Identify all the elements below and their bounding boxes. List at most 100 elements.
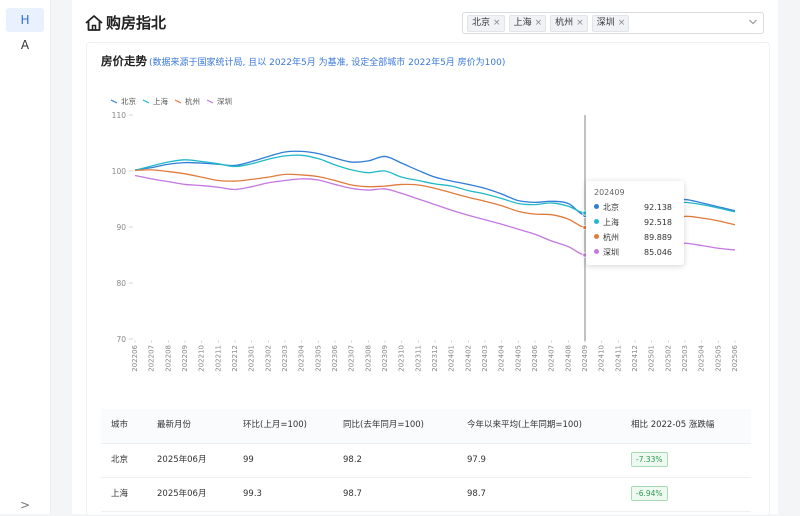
x-tick-label: 202404 — [498, 344, 506, 371]
card-title: 房价走势 — [101, 54, 147, 68]
main-panel: 购房指北 北京 × 上海 × 杭州 × 深圳 × 房价走势 (数据来源于国家统计局, 且… — [72, 0, 778, 516]
y-tick-label: 80 — [116, 279, 126, 288]
table-row: 上海 2025年06月 99.3 98.7 98.7 -6.94% — [101, 478, 751, 512]
legend-entry: 上海 — [153, 96, 168, 106]
city-tag-label: 深圳 — [596, 18, 615, 28]
city-tag-label: 杭州 — [555, 18, 574, 28]
close-icon[interactable]: × — [576, 18, 584, 28]
x-tick-label: 202309 — [381, 345, 389, 372]
x-tick-label: 202209 — [181, 345, 189, 372]
tooltip-city: 北京 — [603, 203, 619, 212]
x-tick-label: 202501 — [648, 345, 656, 372]
legend-entry: 北京 — [121, 96, 136, 106]
chevron-down-icon[interactable] — [748, 15, 758, 29]
price-trend-chart[interactable]: 70 80 90 100 110 202206 202207 202208 202209 2022… — [87, 87, 767, 377]
legend-marker — [174, 99, 182, 104]
close-icon[interactable]: × — [617, 18, 626, 28]
tooltip-value: 85.046 — [644, 248, 672, 257]
column-header: 相比 2022-05 涨跌幅 — [631, 420, 715, 430]
column-header: 同比(去年同月=100) — [343, 420, 424, 430]
table-cell: 99 — [243, 455, 254, 465]
city-tag[interactable]: 深圳 × — [591, 15, 630, 32]
city-tag-label: 上海 — [513, 18, 532, 28]
sidebar-item-h[interactable]: H — [6, 8, 44, 32]
city-tag[interactable]: 杭州 × — [550, 15, 588, 32]
x-tick-label: 202401 — [448, 345, 456, 372]
x-tick-label: 202304 — [298, 344, 306, 371]
city-tag-label: 北京 — [472, 18, 491, 28]
y-tick-label: 90 — [116, 223, 126, 232]
y-tick-label: 110 — [112, 111, 127, 120]
city-tag[interactable]: 北京 × — [467, 15, 505, 32]
table-cell: 98.7 — [467, 489, 486, 499]
x-tick-label: 202503 — [681, 345, 689, 372]
series-dot — [594, 234, 599, 239]
change-badge: -7.33% — [631, 452, 668, 467]
tooltip-city: 深圳 — [603, 248, 619, 257]
legend-marker — [110, 99, 118, 104]
tooltip-row: 深圳 85.046 — [594, 247, 678, 259]
column-header: 城市 — [111, 420, 129, 430]
x-tick-label: 202210 — [198, 345, 206, 372]
price-trend-card: 房价走势 (数据来源于国家统计局, 且以 2022年5月 为基准, 设定全部城市… — [86, 42, 770, 516]
x-tick-label: 202412 — [631, 345, 639, 372]
x-tick-label: 202206 — [131, 344, 139, 371]
x-tick-label: 202406 — [531, 344, 539, 371]
x-tick-label: 202207 — [148, 345, 156, 372]
tooltip-city: 杭州 — [603, 233, 619, 242]
sidebar-collapse-button[interactable]: > — [19, 498, 31, 512]
legend-marker — [142, 99, 150, 104]
x-tick-label: 202310 — [398, 345, 406, 372]
y-tick-label: 100 — [112, 167, 127, 176]
close-icon[interactable]: × — [493, 18, 501, 28]
series-dot — [594, 204, 599, 209]
table-cell: -7.33% — [631, 444, 668, 477]
x-tick-label: 202302 — [264, 345, 272, 372]
x-tick-label: 202407 — [548, 345, 556, 372]
x-tick-label: 202301 — [248, 345, 256, 372]
chart-tooltip: 202409 北京 92.138 上海 92.518 杭州 89.889 深圳 85.0… — [586, 181, 684, 265]
tooltip-period: 202409 — [594, 188, 625, 197]
x-tick-label: 202506 — [731, 344, 739, 371]
x-tick-label: 202208 — [164, 345, 172, 372]
x-tick-label: 202306 — [331, 344, 339, 371]
series-dot — [594, 249, 599, 254]
x-tick-label: 202212 — [231, 345, 239, 372]
column-header: 今年以来平均(上年同期=100) — [467, 420, 582, 430]
x-tick-label: 202305 — [314, 345, 322, 372]
legend-entry: 杭州 — [185, 96, 200, 106]
x-tick-label: 202408 — [564, 345, 572, 372]
x-tick-label: 202411 — [614, 345, 622, 372]
tooltip-city: 上海 — [603, 218, 619, 227]
tooltip-value: 92.518 — [644, 218, 672, 227]
x-tick-label: 202505 — [714, 345, 722, 372]
y-tick-label: 70 — [116, 335, 126, 344]
x-tick-label: 202410 — [598, 345, 606, 372]
city-tag[interactable]: 上海 × — [508, 15, 547, 32]
tooltip-row: 北京 92.138 — [594, 202, 678, 214]
stats-table: 城市 最新月份 环比(上月=100) 同比(去年同月=100) 今年以来平均(上… — [101, 409, 751, 512]
tooltip-value: 89.889 — [644, 233, 672, 242]
tooltip-value: 92.138 — [644, 203, 672, 212]
table-cell: 上海 — [111, 489, 129, 499]
close-icon[interactable]: × — [534, 18, 543, 28]
table-header-row: 城市 最新月份 环比(上月=100) 同比(去年同月=100) 今年以来平均(上… — [101, 409, 751, 444]
change-badge: -6.94% — [631, 486, 668, 501]
x-tick-label: 202504 — [698, 344, 706, 371]
x-tick-label: 202303 — [281, 345, 289, 372]
column-header: 环比(上月=100) — [243, 420, 307, 430]
column-header: 最新月份 — [157, 420, 192, 430]
x-tick-label: 202312 — [431, 345, 439, 372]
table-cell: 98.7 — [343, 489, 362, 499]
x-tick-label: 202403 — [481, 345, 489, 372]
legend-marker — [206, 99, 214, 104]
table-cell: 99.3 — [243, 489, 262, 499]
series-dot — [594, 219, 599, 224]
sidebar: H A > — [0, 0, 51, 514]
x-tick-label: 202307 — [348, 345, 356, 372]
table-row: 北京 2025年06月 99 98.2 97.9 -7.33% — [101, 444, 751, 478]
page-title: 购房指北 — [106, 14, 167, 32]
sidebar-item-a[interactable]: A — [20, 38, 30, 52]
city-multiselect[interactable]: 北京 × 上海 × 杭州 × 深圳 × — [462, 12, 764, 34]
home-icon — [85, 15, 103, 31]
